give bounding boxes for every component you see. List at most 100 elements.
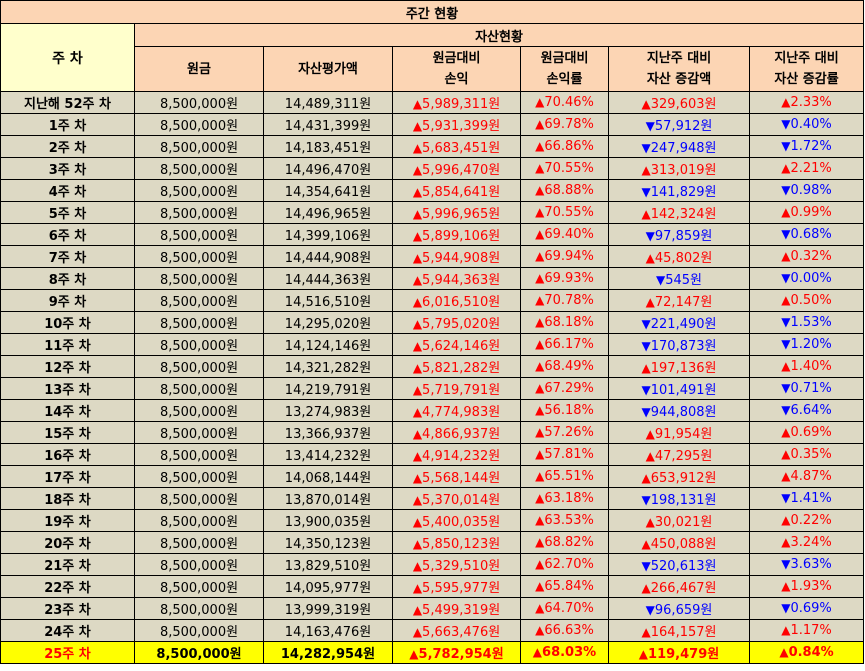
down-triangle-icon: ▼: [781, 403, 791, 417]
up-triangle-icon: ▲: [535, 535, 545, 549]
cell-value: 164,157원: [650, 625, 717, 640]
cell-value: 64.70%: [544, 601, 594, 616]
up-triangle-icon: ▲: [535, 271, 545, 285]
up-triangle-icon: ▲: [781, 95, 791, 109]
table-row: 13주 차 8,500,000원 14,219,791원 ▲5,719,791원 ▲67…: [0, 377, 864, 400]
weekly-change-rate-cell: ▲0.50%: [749, 289, 864, 312]
week-label: 2주 차: [0, 135, 135, 158]
up-triangle-icon: ▲: [412, 273, 423, 287]
up-triangle-icon: ▲: [641, 163, 651, 177]
up-triangle-icon: ▲: [535, 491, 545, 505]
cell-value: 0.00%: [790, 271, 832, 286]
weekly-change-cell: ▲45,802원: [608, 245, 750, 268]
weekly-change-cell: ▲329,603원: [608, 91, 750, 114]
down-triangle-icon: ▼: [781, 557, 791, 571]
pl-cell: ▲5,899,106원: [392, 223, 521, 246]
cell-value: 1.72%: [790, 139, 832, 154]
asset-value-cell: 14,295,020원: [263, 311, 393, 334]
cell-value: 68.49%: [544, 359, 594, 374]
pl-rate-cell: ▲68.82%: [520, 531, 609, 554]
pl-rate-cell: ▲66.17%: [520, 333, 609, 356]
column-header-line2: 손익: [444, 72, 469, 87]
cell-value: 0.40%: [790, 117, 832, 132]
table-row: 24주 차 8,500,000원 14,163,476원 ▲5,663,476원 ▲66…: [0, 619, 864, 642]
principal-cell: 8,500,000원: [134, 575, 264, 598]
weekly-change-cell: ▲119,479원: [608, 641, 750, 664]
week-label: 21주 차: [0, 553, 135, 576]
cell-value: 0.50%: [790, 293, 832, 308]
asset-value-cell: 14,444,363원: [263, 267, 393, 290]
up-triangle-icon: ▲: [412, 603, 423, 617]
cell-value: 3.63%: [790, 557, 832, 572]
up-triangle-icon: ▲: [641, 537, 651, 551]
asset-value-cell: 13,870,014원: [263, 487, 393, 510]
pl-rate-cell: ▲65.84%: [520, 575, 609, 598]
pl-rate-cell: ▲57.26%: [520, 421, 609, 444]
asset-value-cell: 14,321,282원: [263, 355, 393, 378]
principal-cell: 8,500,000원: [134, 509, 264, 532]
up-triangle-icon: ▲: [781, 205, 791, 219]
up-triangle-icon: ▲: [781, 425, 791, 439]
weekly-change-rate-cell: ▲1.93%: [749, 575, 864, 598]
week-label: 11주 차: [0, 333, 135, 356]
table-row: 21주 차 8,500,000원 13,829,510원 ▲5,329,510원 ▲62…: [0, 553, 864, 576]
cell-value: 62.70%: [544, 557, 594, 572]
table-row: 23주 차 8,500,000원 13,999,319원 ▲5,499,319원 ▲64…: [0, 597, 864, 620]
cell-value: 313,019원: [650, 163, 717, 178]
cell-value: 329,603원: [650, 97, 717, 112]
principal-cell: 8,500,000원: [134, 157, 264, 180]
week-label: 10주 차: [0, 311, 135, 334]
asset-value-cell: 13,829,510원: [263, 553, 393, 576]
principal-cell: 8,500,000원: [134, 91, 264, 114]
cell-value: 653,912원: [650, 471, 717, 486]
up-triangle-icon: ▲: [781, 535, 791, 549]
weekly-change-rate-cell: ▼0.69%: [749, 597, 864, 620]
cell-value: 4,914,232원: [422, 449, 501, 464]
principal-cell: 8,500,000원: [134, 267, 264, 290]
week-label: 13주 차: [0, 377, 135, 400]
cell-value: 450,088원: [650, 537, 717, 552]
cell-value: 66.17%: [544, 337, 594, 352]
asset-value-cell: 13,366,937원: [263, 421, 393, 444]
weekly-change-rate-cell: ▲0.84%: [749, 641, 864, 664]
cell-value: 5,899,106원: [422, 229, 501, 244]
cell-value: 0.68%: [790, 227, 832, 242]
principal-cell: 8,500,000원: [134, 465, 264, 488]
pl-rate-cell: ▲66.63%: [520, 619, 609, 642]
table-row: 4주 차 8,500,000원 14,354,641원 ▲5,854,641원 ▲68.…: [0, 179, 864, 202]
column-header-line1: 자산평가액: [298, 61, 358, 77]
up-triangle-icon: ▲: [412, 581, 423, 595]
up-triangle-icon: ▲: [781, 469, 791, 483]
cell-value: 45,802원: [654, 251, 713, 266]
up-triangle-icon: ▲: [535, 359, 545, 373]
cell-value: 70.55%: [544, 205, 594, 220]
asset-value-cell: 14,350,123원: [263, 531, 393, 554]
pl-rate-cell: ▲66.86%: [520, 135, 609, 158]
pl-rate-cell: ▲62.70%: [520, 553, 609, 576]
weekly-change-cell: ▼247,948원: [608, 135, 750, 158]
principal-cell: 8,500,000원: [134, 135, 264, 158]
cell-value: 72,147원: [654, 295, 713, 310]
week-column-header: 주 차: [0, 23, 135, 92]
pl-cell: ▲5,370,014원: [392, 487, 521, 510]
up-triangle-icon: ▲: [412, 471, 423, 485]
week-label: 23주 차: [0, 597, 135, 620]
cell-value: 67.29%: [544, 381, 594, 396]
asset-value-cell: 14,124,146원: [263, 333, 393, 356]
down-triangle-icon: ▼: [645, 229, 655, 243]
asset-value-cell: 14,516,510원: [263, 289, 393, 312]
cell-value: 68.88%: [544, 183, 594, 198]
week-label: 20주 차: [0, 531, 135, 554]
cell-value: 70.55%: [544, 161, 594, 176]
up-triangle-icon: ▲: [535, 95, 545, 109]
weekly-change-cell: ▲91,954원: [608, 421, 750, 444]
cell-value: 266,467원: [650, 581, 717, 596]
principal-cell: 8,500,000원: [134, 597, 264, 620]
up-triangle-icon: ▲: [781, 249, 791, 263]
weekly-change-rate-cell: ▼0.98%: [749, 179, 864, 202]
up-triangle-icon: ▲: [412, 141, 423, 155]
weekly-change-cell: ▲142,324원: [608, 201, 750, 224]
principal-cell: 8,500,000원: [134, 179, 264, 202]
weekly-change-cell: ▲653,912원: [608, 465, 750, 488]
cell-value: 0.69%: [790, 601, 832, 616]
